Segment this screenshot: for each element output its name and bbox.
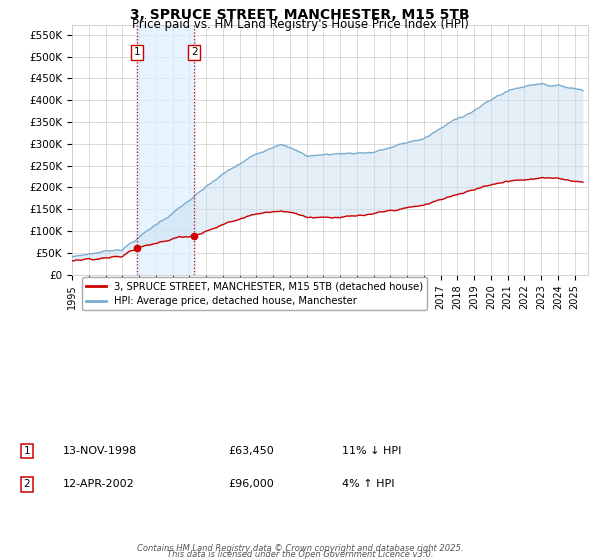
Text: 11% ↓ HPI: 11% ↓ HPI: [342, 446, 401, 456]
Text: This data is licensed under the Open Government Licence v3.0.: This data is licensed under the Open Gov…: [167, 550, 433, 559]
Text: 13-NOV-1998: 13-NOV-1998: [63, 446, 137, 456]
Text: £63,450: £63,450: [228, 446, 274, 456]
Legend: 3, SPRUCE STREET, MANCHESTER, M15 5TB (detached house), HPI: Average price, deta: 3, SPRUCE STREET, MANCHESTER, M15 5TB (d…: [82, 277, 427, 310]
Text: 2: 2: [23, 479, 31, 489]
Text: 1: 1: [134, 47, 140, 57]
Text: 1: 1: [23, 446, 31, 456]
Text: Price paid vs. HM Land Registry's House Price Index (HPI): Price paid vs. HM Land Registry's House …: [131, 18, 469, 31]
Text: 4% ↑ HPI: 4% ↑ HPI: [342, 479, 395, 489]
Text: 3, SPRUCE STREET, MANCHESTER, M15 5TB: 3, SPRUCE STREET, MANCHESTER, M15 5TB: [130, 8, 470, 22]
Bar: [136, 25, 195, 274]
Text: Contains HM Land Registry data © Crown copyright and database right 2025.: Contains HM Land Registry data © Crown c…: [137, 544, 463, 553]
Text: 12-APR-2002: 12-APR-2002: [63, 479, 135, 489]
Text: £96,000: £96,000: [228, 479, 274, 489]
Text: 2: 2: [191, 47, 197, 57]
